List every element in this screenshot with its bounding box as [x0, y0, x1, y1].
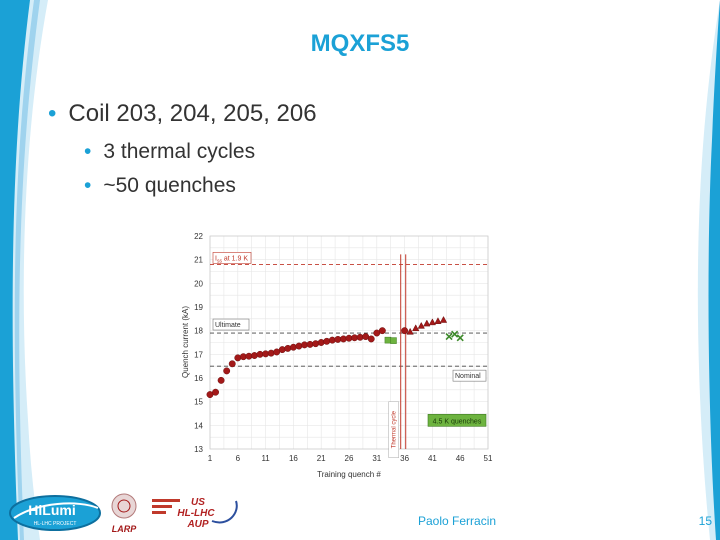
left-swoosh-decoration: [0, 0, 48, 540]
x-tick-label: 41: [428, 454, 437, 463]
slide-title: MQXFS5: [310, 30, 410, 57]
y-tick-label: 15: [194, 398, 203, 407]
data-point-circle: [401, 327, 409, 335]
larp-logo-graphic: LARP: [111, 493, 137, 534]
annotation-box: [427, 414, 487, 427]
data-point-square: [390, 337, 397, 344]
data-point-circle: [223, 367, 231, 375]
x-tick-label: 26: [345, 454, 354, 463]
data-point-x: [445, 333, 453, 341]
bullet-thermal-cycles: • 3 thermal cycles: [84, 140, 256, 163]
data-point-triangle: [406, 327, 414, 335]
reference-line-label: Ultimate: [215, 322, 241, 329]
data-point-circle: [367, 335, 375, 343]
hilumi-logo: HiLumi HL-LHC PROJECT: [8, 494, 102, 532]
data-point-square: [384, 336, 392, 344]
x-tick-label: 16: [289, 454, 298, 463]
us-hl-lhc-aup-logo-graphic: US HL-LHC AUP: [150, 493, 242, 531]
data-point-circle: [378, 327, 386, 335]
reference-lines: Iss at 1.9 K Ultimate Nominal: [210, 252, 488, 382]
hilumi-logo-text: HiLumi: [28, 502, 75, 518]
data-point-triangle: [439, 315, 448, 323]
data-point-circle: [278, 346, 286, 354]
y-tick-label: 19: [194, 303, 203, 312]
annotation-label: 4.5 K quenches: [433, 418, 482, 425]
data-point-x: [451, 330, 459, 338]
data-point-triangle: [423, 319, 431, 327]
page-number: 15: [698, 514, 712, 528]
x-tick-label: 31: [372, 454, 381, 463]
x-axis-label: Training quench #: [317, 470, 381, 479]
right-swoosh-decoration: [697, 0, 720, 540]
quench-training-chart: Iss at 1.9 K Ultimate Nominal Thermal cycl…: [181, 232, 493, 479]
data-point-circle: [212, 388, 220, 396]
x-tick-label: 21: [317, 454, 326, 463]
data-point-circle: [289, 343, 297, 351]
data-point-x: [456, 334, 464, 342]
hilumi-logo-graphic: HiLumi HL-LHC PROJECT: [9, 495, 101, 531]
bullet-thermal-cycles-text: 3 thermal cycles: [103, 140, 256, 163]
us-logo-line3: AUP: [186, 519, 208, 530]
reference-line-label-box: [212, 252, 252, 264]
y-tick-label: 16: [194, 374, 203, 383]
plot-border: [209, 235, 489, 450]
bullet-coils: • Coil 203, 204, 205, 206: [48, 100, 317, 127]
x-tick-label: 46: [456, 454, 465, 463]
data-point-triangle: [412, 324, 420, 332]
y-axis-label: Quench current (kA): [181, 306, 190, 378]
data-point-circle: [228, 360, 236, 368]
hilumi-logo-subtext: HL-LHC PROJECT: [34, 521, 77, 527]
y-tick-label: 14: [194, 421, 203, 430]
y-tick-label: 17: [194, 350, 203, 359]
reference-line-label-box: [452, 369, 487, 382]
thermal-cycle-label: Thermal cycle: [392, 410, 398, 448]
data-point-circle: [284, 344, 292, 352]
y-tick-label: 18: [194, 327, 203, 336]
y-tick-label: 21: [194, 256, 203, 265]
bullet-coils-text: Coil 203, 204, 205, 206: [68, 100, 317, 127]
data-point-circle: [217, 376, 225, 384]
y-tick-label: 22: [194, 232, 203, 241]
data-point-triangle: [417, 321, 425, 329]
x-tick-label: 51: [484, 454, 493, 463]
x-tick-label: 6: [236, 454, 241, 463]
data-points: [206, 315, 464, 399]
y-tick-label: 13: [194, 445, 203, 454]
data-point-circle: [323, 337, 331, 345]
reference-line-label: Iss at 1.9 K: [215, 255, 248, 264]
y-tick-label: 20: [194, 279, 203, 288]
reference-line-label: Nominal: [455, 373, 481, 380]
data-point-circle: [234, 354, 242, 362]
thermal-cycle-marks: Thermal cycle 4.5 K quenches: [388, 254, 487, 458]
data-point-circle: [312, 340, 320, 348]
reference-line-label-box: [212, 318, 250, 331]
larp-logo-text: LARP: [112, 524, 137, 534]
x-tick-label: 36: [400, 454, 409, 463]
chart-grid: [209, 235, 489, 450]
x-tick-label: 1: [208, 454, 213, 463]
us-logo-line1: US: [191, 497, 205, 508]
bullet-quenches: • ~50 quenches: [84, 174, 236, 197]
data-point-triangle: [428, 318, 437, 326]
us-logo-line2: HL-LHC: [177, 508, 215, 519]
thermal-cycle-label-box: [388, 401, 399, 458]
bullet-quenches-text: ~50 quenches: [103, 174, 236, 197]
data-point-circle: [267, 349, 275, 357]
footer-author: Paolo Ferracin: [418, 514, 497, 528]
data-point-circle: [251, 352, 258, 359]
us-hl-lhc-aup-logo: US HL-LHC AUP: [150, 493, 242, 531]
data-point-triangle: [434, 317, 442, 324]
x-tick-label: 11: [261, 454, 270, 463]
larp-logo: LARP: [106, 492, 142, 534]
data-point-circle: [295, 342, 303, 350]
data-point-circle: [317, 339, 325, 346]
